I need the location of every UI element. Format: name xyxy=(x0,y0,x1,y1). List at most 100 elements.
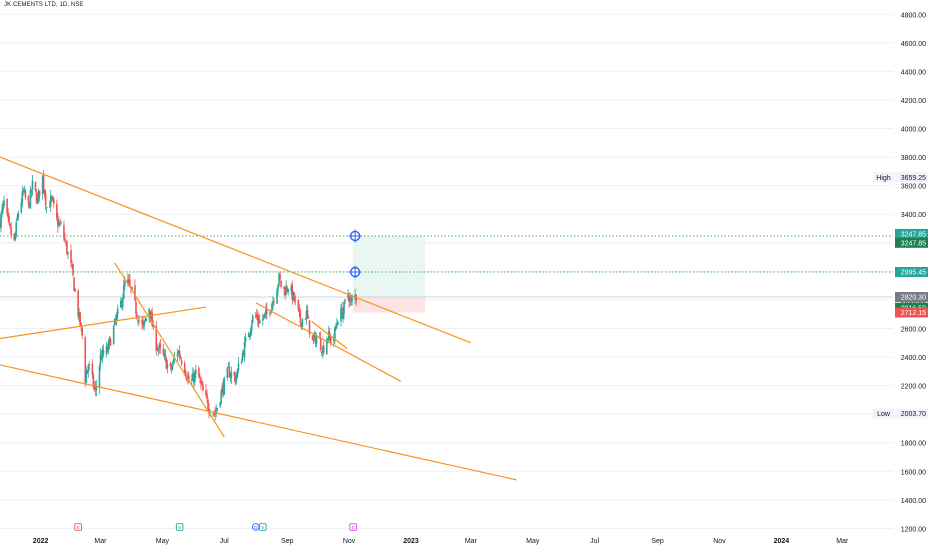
candle-body xyxy=(17,212,20,219)
candle-body xyxy=(183,363,186,374)
candle-body xyxy=(305,310,308,320)
candle-body xyxy=(180,360,183,364)
candle-body xyxy=(319,337,322,351)
y-tick-label: 1200.00 xyxy=(901,526,926,533)
event-flag-label: E xyxy=(77,525,80,531)
candle-body xyxy=(150,314,153,320)
candle-body xyxy=(221,386,224,392)
candle-body xyxy=(78,312,80,317)
candle-body xyxy=(201,382,203,385)
candle-body xyxy=(321,347,324,353)
candle-body xyxy=(107,341,110,350)
candle-body xyxy=(257,318,260,324)
horizontal-levels-layer xyxy=(0,235,893,298)
candle-body xyxy=(206,393,208,400)
x-tick-label: Sep xyxy=(281,538,294,545)
candle-body xyxy=(6,198,8,213)
candle-body xyxy=(51,196,54,200)
target-marker-icon[interactable] xyxy=(348,265,362,279)
candle-body xyxy=(251,315,254,324)
event-flag-icon[interactable]: S xyxy=(175,523,184,532)
candle-body xyxy=(35,193,38,203)
candle-body xyxy=(205,390,207,396)
trendline[interactable] xyxy=(255,302,402,382)
candle-body xyxy=(66,241,68,254)
candle-body xyxy=(298,308,301,312)
event-flag-icon[interactable]: S xyxy=(259,523,267,532)
candle-body xyxy=(228,366,231,378)
candle-body xyxy=(222,384,225,393)
event-flag-icon[interactable]: D xyxy=(251,523,260,532)
candle-body xyxy=(278,273,280,285)
candle-body xyxy=(98,366,101,389)
candle-body xyxy=(87,365,90,372)
x-tick-label: 2022 xyxy=(33,538,49,545)
event-flag-icon[interactable]: E xyxy=(74,523,82,532)
trendline[interactable] xyxy=(0,156,472,344)
candle-body xyxy=(49,196,52,207)
candle-body xyxy=(148,308,150,319)
candle-body xyxy=(1,208,3,214)
candle-body xyxy=(220,390,223,404)
candle-body xyxy=(128,279,130,282)
candle-body xyxy=(262,318,264,321)
candle-body xyxy=(276,290,278,304)
price-badge-value: 2820.30 xyxy=(901,295,926,302)
candle-body xyxy=(325,340,328,355)
price-stat-high: High 3659.25 xyxy=(873,172,928,183)
target-marker-icon[interactable] xyxy=(348,229,362,243)
candle-body xyxy=(44,194,47,206)
event-flag-icon[interactable]: E xyxy=(349,523,357,532)
candle-body xyxy=(184,371,187,377)
candle-body xyxy=(93,385,96,388)
candle-body xyxy=(7,211,9,218)
y-tick-label: 4800.00 xyxy=(901,12,926,19)
candle-body xyxy=(208,408,210,413)
candle-body xyxy=(67,252,69,255)
trendline[interactable] xyxy=(0,306,207,340)
y-tick-label: 1600.00 xyxy=(901,469,926,476)
candle-body xyxy=(244,337,247,342)
candle-body xyxy=(179,357,182,359)
candle-body xyxy=(58,222,60,226)
price-badge: 3247.85 xyxy=(895,237,928,248)
event-flag-shape xyxy=(349,523,357,531)
candle-body xyxy=(341,307,343,319)
position-markers-layer xyxy=(348,229,362,279)
price-badge-bg xyxy=(895,267,928,278)
price-badge: 2820.30 xyxy=(895,292,928,303)
candle-body xyxy=(130,286,132,288)
candle-body xyxy=(115,314,118,322)
trendline[interactable] xyxy=(0,364,517,481)
candle-body xyxy=(144,319,146,322)
event-flag-label: D xyxy=(254,525,258,531)
trendline[interactable] xyxy=(114,262,225,438)
trendline[interactable] xyxy=(311,320,348,349)
price-stat-value: 2003.70 xyxy=(901,411,926,418)
candle-body xyxy=(235,375,238,381)
candle-body xyxy=(285,286,287,295)
trendlines-layer xyxy=(0,156,517,481)
candle-body xyxy=(198,367,200,378)
candle-body xyxy=(213,413,215,414)
candle-body xyxy=(230,372,233,378)
candle-body xyxy=(36,196,39,203)
price-stat-value-bg xyxy=(895,408,928,419)
candle-body xyxy=(3,200,5,206)
candle-body xyxy=(240,361,243,364)
candle-body xyxy=(312,338,315,340)
candle-body xyxy=(136,314,138,319)
y-tick-label: 4400.00 xyxy=(901,69,926,76)
price-stat-value: 3659.25 xyxy=(901,175,926,182)
candle-body xyxy=(159,343,162,348)
price-badge: 2712.15 xyxy=(895,307,928,318)
candle-body xyxy=(241,352,244,361)
candle-body xyxy=(106,347,109,352)
candle-body xyxy=(41,175,44,194)
candle-body xyxy=(266,308,268,314)
event-flag-shape xyxy=(251,523,260,531)
event-flag-shape xyxy=(175,523,184,531)
